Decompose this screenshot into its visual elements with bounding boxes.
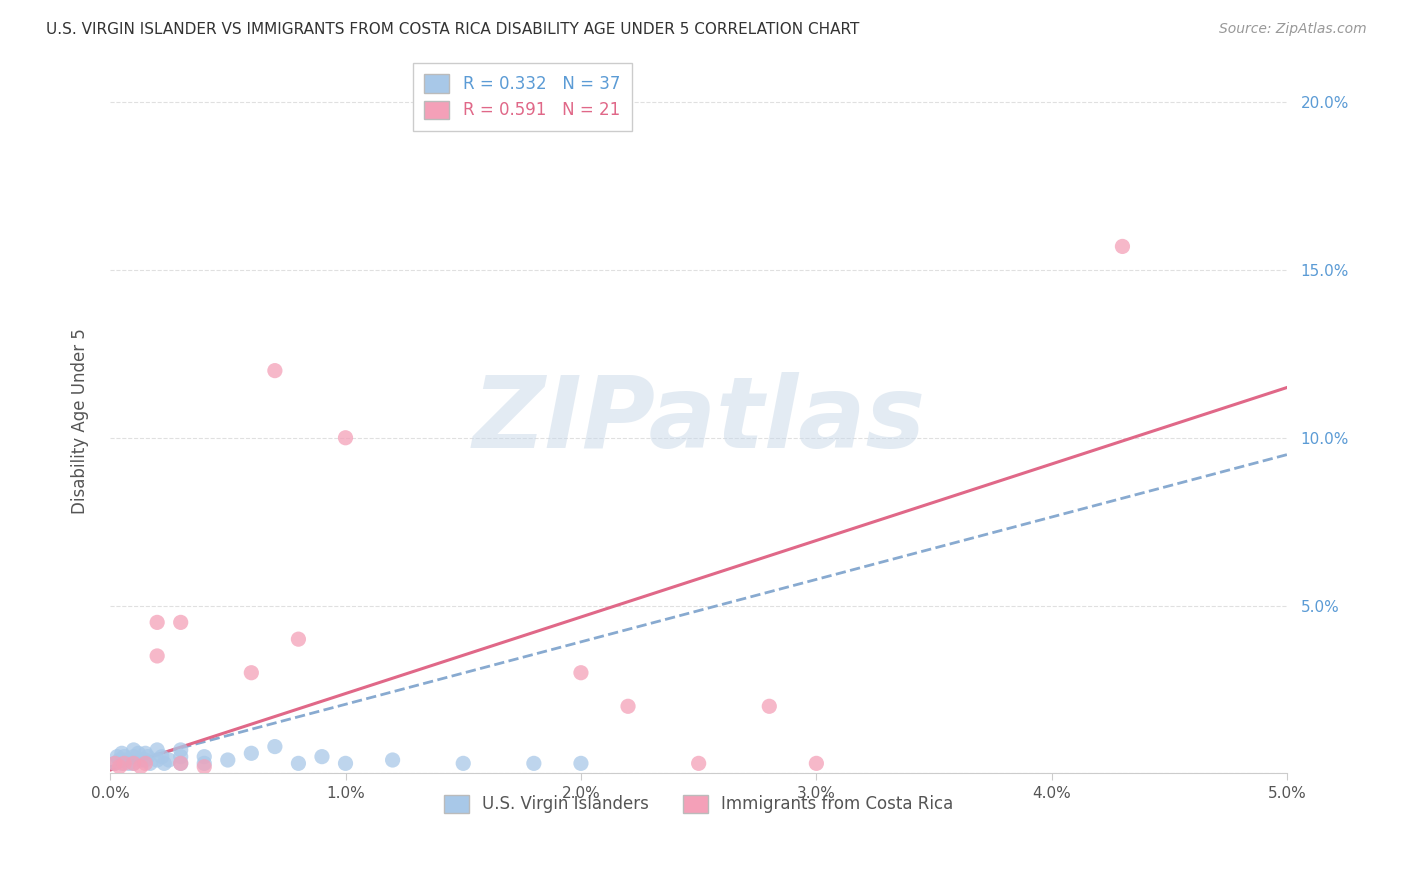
Point (122, 756, 145, 771)
Point (108, 753, 131, 767)
Point (335, 431, 357, 445)
Point (112, 756, 135, 771)
Point (118, 756, 141, 771)
Point (193, 749, 215, 764)
Point (569, 665, 592, 680)
Point (170, 749, 193, 764)
Point (122, 756, 145, 771)
Point (170, 756, 193, 771)
Legend: U.S. Virgin Islanders, Immigrants from Costa Rica: U.S. Virgin Islanders, Immigrants from C… (433, 783, 965, 825)
Point (146, 615, 169, 630)
Point (688, 756, 710, 771)
Point (146, 743, 169, 757)
Point (758, 699, 780, 714)
Point (335, 756, 357, 771)
Point (134, 756, 156, 771)
Point (136, 749, 159, 764)
Point (111, 746, 134, 760)
Point (129, 753, 152, 767)
Point (287, 756, 309, 771)
Point (193, 760, 215, 774)
Point (170, 615, 193, 630)
Text: U.S. VIRGIN ISLANDER VS IMMIGRANTS FROM COSTA RICA DISABILITY AGE UNDER 5 CORREL: U.S. VIRGIN ISLANDER VS IMMIGRANTS FROM … (46, 22, 860, 37)
Point (146, 753, 169, 767)
Y-axis label: Disability Age Under 5: Disability Age Under 5 (72, 328, 89, 514)
Point (569, 756, 592, 771)
Point (122, 743, 145, 757)
Point (617, 699, 640, 714)
Point (115, 753, 138, 767)
Point (112, 749, 135, 764)
Point (105, 749, 128, 764)
Point (127, 746, 149, 760)
Point (134, 753, 156, 767)
Point (150, 749, 173, 764)
Point (129, 760, 152, 774)
Text: Source: ZipAtlas.com: Source: ZipAtlas.com (1219, 22, 1367, 37)
Point (153, 756, 176, 771)
Point (523, 756, 546, 771)
Point (170, 743, 193, 757)
Point (111, 756, 134, 771)
Point (139, 756, 162, 771)
Point (146, 648, 169, 663)
Point (240, 746, 263, 760)
Point (451, 756, 474, 771)
Point (1111, 239, 1133, 253)
Point (193, 756, 215, 771)
Point (264, 363, 287, 377)
Point (311, 749, 333, 764)
Point (381, 753, 404, 767)
Point (217, 753, 239, 767)
Point (108, 760, 131, 774)
Point (134, 746, 156, 760)
Point (104, 756, 127, 771)
Point (157, 753, 180, 767)
Point (170, 756, 193, 771)
Point (104, 756, 127, 771)
Point (240, 665, 263, 680)
Point (287, 632, 309, 647)
Point (806, 756, 828, 771)
Point (264, 739, 287, 754)
Point (122, 749, 145, 764)
Text: ZIPatlas: ZIPatlas (472, 373, 925, 469)
